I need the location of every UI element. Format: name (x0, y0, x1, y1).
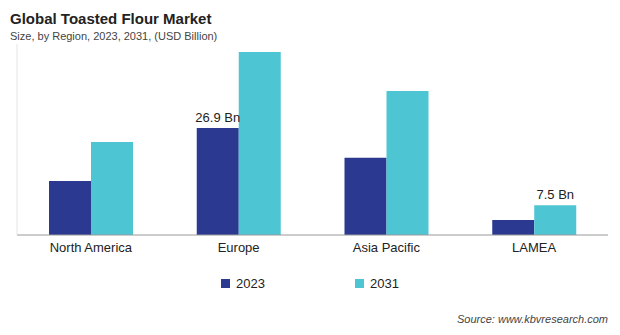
svg-text:North America: North America (50, 240, 133, 255)
html-text:Size, by Region, 2023, 2031, (: Size, by Region, 2023, 2031, (USD Billio… (10, 30, 218, 42)
html-text:2031: 2031 (370, 276, 399, 291)
svg-text:Europe: Europe (218, 240, 260, 255)
svg-text:LAMEA: LAMEA (512, 240, 556, 255)
svg-text:Asia Pacific: Asia Pacific (353, 240, 421, 255)
html-text:Source: www.kbvresearch.com: Source: www.kbvresearch.com (457, 313, 608, 325)
html-text:2023: 2023 (236, 276, 265, 291)
svg-text:26.9 Bn: 26.9 Bn (195, 110, 240, 125)
svg-text:7.5 Bn: 7.5 Bn (536, 187, 574, 202)
html-text:Global Toasted Flour Market: Global Toasted Flour Market (10, 10, 212, 27)
